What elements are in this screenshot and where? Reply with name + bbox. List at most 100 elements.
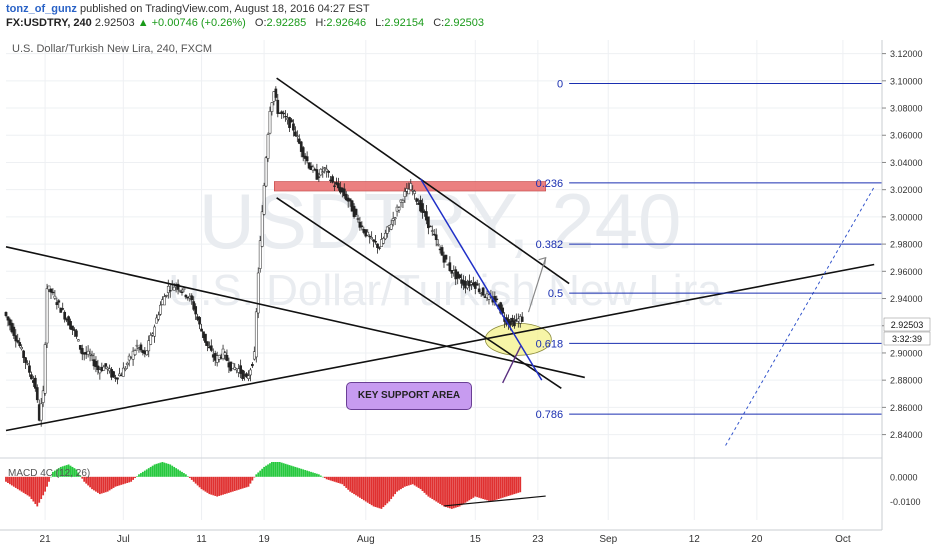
trend-lines[interactable]	[5, 77, 875, 446]
candle-body	[63, 311, 67, 320]
macd-bar	[310, 471, 312, 477]
candle-body	[135, 344, 139, 347]
candle-body	[428, 225, 432, 228]
macd-bar	[351, 476, 353, 493]
candle-body	[43, 344, 47, 394]
publish-line: tonz_of_gunz published on TradingView.co…	[6, 3, 370, 15]
last-price: 2.92503	[94, 17, 135, 29]
macd-bar	[333, 476, 336, 482]
fib-level-label: 0.5	[548, 288, 563, 300]
candle-body	[206, 341, 209, 346]
time-badge-box	[883, 331, 931, 346]
candle-body	[45, 288, 49, 344]
fibonacci[interactable]: 0 0.236 0.382 0.5 0.618 0.786	[536, 79, 882, 422]
candle-body	[26, 363, 29, 365]
macd-bar	[394, 476, 397, 495]
macd-bar	[26, 476, 29, 496]
macd-bar	[359, 476, 361, 498]
candle-body	[413, 191, 417, 194]
macd-bar	[85, 476, 88, 484]
x-tick-label: 19	[259, 534, 271, 545]
macd-bar	[441, 476, 443, 506]
macd-bar	[204, 476, 207, 492]
candle-body	[178, 290, 182, 292]
macd-bar	[91, 476, 93, 490]
macd-bar	[499, 476, 502, 499]
candle-body	[73, 329, 76, 331]
macd-bar	[112, 476, 115, 488]
candle-body	[59, 307, 63, 313]
macd-bar	[87, 476, 90, 486]
close-label: C:	[433, 17, 445, 29]
x-tick-label: Jul	[117, 534, 130, 545]
macd-bar	[417, 476, 420, 488]
macd-bar	[280, 462, 283, 477]
candle-body	[51, 291, 55, 294]
candle-body	[39, 403, 43, 421]
macd-bar	[312, 472, 314, 477]
candle-body	[268, 111, 272, 134]
macd-bar	[118, 476, 121, 486]
macd-bar	[491, 476, 494, 501]
macd-bar	[16, 476, 19, 490]
macd-bar	[321, 476, 324, 478]
macd-bar	[505, 476, 508, 497]
candle-body	[430, 230, 434, 232]
macd-bar	[497, 476, 500, 500]
published-text: published on TradingView.com, August 18,…	[79, 3, 370, 15]
macd-bar	[433, 476, 436, 501]
macd-bar	[95, 476, 97, 492]
candle-body	[131, 350, 135, 360]
macd-bar	[490, 476, 492, 502]
macd-bar	[515, 476, 518, 494]
macd-bar	[153, 464, 156, 477]
macd-bar	[288, 465, 291, 477]
candle-body	[155, 317, 158, 324]
candle-body	[421, 203, 424, 213]
watermark: USDTRY, 240 U.S. Dollar/Turkish New Lira	[168, 177, 722, 315]
candle-body	[501, 307, 505, 314]
candle-body	[239, 365, 242, 374]
macd-bar	[431, 476, 434, 500]
author-link[interactable]: tonz_of_gunz	[6, 3, 77, 15]
macd-bar	[208, 476, 211, 495]
macd-bar	[452, 476, 455, 509]
macd-bar	[7, 476, 9, 483]
macd-pane	[0, 457, 882, 509]
macd-bar	[186, 476, 189, 477]
macd-bar	[466, 476, 469, 502]
macd-bar	[249, 476, 252, 484]
candle-body	[292, 123, 295, 131]
macd-bar	[380, 476, 383, 509]
macd-bar	[231, 476, 234, 492]
macd-bar	[124, 476, 127, 484]
candle-body	[323, 167, 327, 169]
macd-bar	[403, 476, 406, 487]
y-tick-label: 3.08000	[890, 104, 923, 114]
candle-body	[294, 131, 297, 137]
macd-bar	[145, 469, 148, 477]
candle-body	[20, 347, 23, 350]
macd-bar	[28, 476, 31, 497]
candle-body	[520, 316, 524, 322]
candle-body	[6, 316, 10, 321]
y-tick-label: 2.96000	[890, 267, 923, 277]
macd-bar	[317, 474, 320, 477]
macd-bar	[171, 465, 174, 477]
fib-level-label: 0.786	[536, 409, 564, 421]
key-support-annotation[interactable]: KEY SUPPORT AREA	[346, 382, 472, 410]
macd-bar	[345, 476, 348, 488]
macd-bar	[357, 476, 359, 497]
price-chart[interactable]: USDTRY, 240 U.S. Dollar/Turkish New Lira…	[0, 36, 932, 550]
candle-body	[247, 375, 250, 379]
macd-bar	[304, 470, 307, 477]
macd-bar	[128, 476, 131, 483]
macd-bar	[349, 476, 352, 492]
candle-body	[71, 325, 74, 331]
macd-bar	[370, 476, 373, 506]
macd-bar	[183, 473, 185, 477]
price-badge: 2.92503	[891, 320, 924, 330]
candle-body	[337, 183, 340, 189]
macd-bar	[341, 476, 344, 485]
macd-bar	[362, 476, 365, 501]
